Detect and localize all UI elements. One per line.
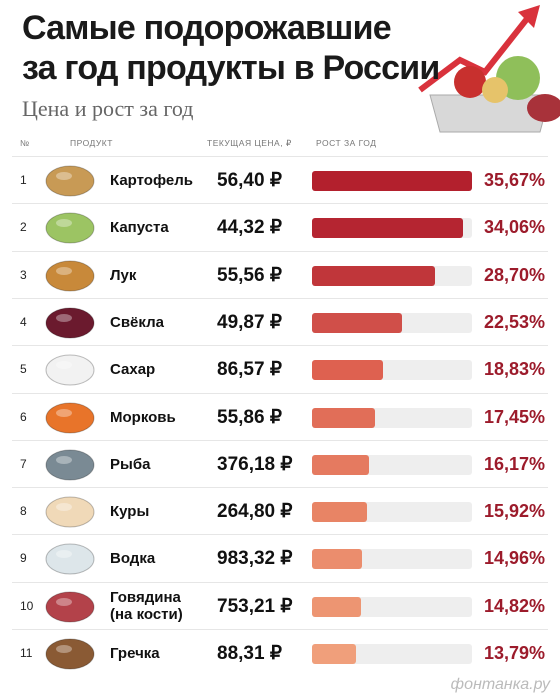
price: 88,31 ₽ <box>217 643 282 664</box>
rank: 6 <box>20 409 27 424</box>
product-icon <box>45 496 95 528</box>
bar <box>312 360 383 381</box>
product-name: Гречка <box>110 645 160 662</box>
product-name: Лук <box>110 266 137 284</box>
column-header: № <box>20 138 30 148</box>
value-label: 15,92% <box>484 501 546 522</box>
bar <box>312 502 368 523</box>
price: 55,56 ₽ <box>217 264 282 286</box>
table-row: 2 Капуста 44,32 ₽ 34,06% <box>12 203 548 251</box>
price: 983,32 ₽ <box>217 548 293 570</box>
value-label: 18,83% <box>484 359 546 380</box>
product-name: Говядина (на кости) <box>110 589 183 624</box>
price: 44,32 ₽ <box>217 217 282 239</box>
product-icon <box>45 354 95 386</box>
bar <box>312 454 369 475</box>
rank: 9 <box>20 551 27 566</box>
product-icon <box>45 449 95 481</box>
value-label: 14,82% <box>484 595 546 616</box>
product-name: Сахар <box>110 361 156 379</box>
column-header: ТЕКУЩАЯ ЦЕНА, ₽ <box>207 138 292 148</box>
decoration <box>418 5 560 133</box>
rank: 11 <box>20 646 33 660</box>
price: 56,40 ₽ <box>217 170 282 191</box>
table-row: 11 Гречка 88,31 ₽ 13,79% <box>12 629 548 677</box>
table-row: 4 Свёкла 49,87 ₽ 22,53% <box>12 297 548 346</box>
product-icon <box>45 212 95 244</box>
price: 264,80 ₽ <box>217 501 293 523</box>
bar <box>312 312 403 333</box>
column-header: ПРОДУКТ <box>70 138 113 148</box>
product-icon <box>45 543 95 575</box>
bar <box>312 171 472 191</box>
subtitle: Цена и рост за год <box>22 96 194 121</box>
value-label: 28,70% <box>484 264 546 285</box>
price: 753,21 ₽ <box>217 595 293 617</box>
table-row: 10 Говядина (на кости) 753,21 ₽ 14,82% <box>12 581 548 630</box>
product-name: Морковь <box>110 408 176 426</box>
table-row: 7 Рыба 376,18 ₽ 16,17% <box>12 439 548 488</box>
rank: 10 <box>20 598 34 613</box>
rank: 2 <box>20 220 27 235</box>
bar <box>312 218 464 239</box>
product-name: Рыба <box>110 455 151 473</box>
product-icon <box>45 165 95 197</box>
table-row: 5 Сахар 86,57 ₽ 18,83% <box>12 345 548 393</box>
product-name: Водка <box>110 550 156 568</box>
bar <box>312 265 436 286</box>
price: 376,18 ₽ <box>217 453 293 475</box>
price: 49,87 ₽ <box>217 311 282 333</box>
rank: 3 <box>20 267 27 282</box>
rank: 7 <box>20 456 27 471</box>
product-icon <box>45 260 95 292</box>
product-name: Свёкла <box>110 313 164 331</box>
table-row: 9 Водка 983,32 ₽ 14,96% <box>12 534 548 582</box>
table-row: 3 Лук 55,56 ₽ 28,70% <box>12 250 548 299</box>
bar <box>312 549 363 570</box>
value-label: 22,53% <box>484 311 546 332</box>
rank: 4 <box>20 314 27 329</box>
product-icon <box>45 307 95 339</box>
table-row: 6 Морковь 55,86 ₽ 17,45% <box>12 392 548 441</box>
rank: 8 <box>20 504 27 519</box>
value-label: 17,45% <box>484 406 546 427</box>
value-label: 13,79% <box>484 643 546 663</box>
price: 86,57 ₽ <box>217 359 282 381</box>
watermark: фонтанка.ру <box>450 676 550 693</box>
title: Самые подорожавшие за год продукты в Рос… <box>22 9 440 87</box>
bar <box>312 644 356 664</box>
value-label: 35,67% <box>484 170 546 190</box>
product-icon <box>45 591 95 623</box>
price: 55,86 ₽ <box>217 406 282 428</box>
table-row: 1 Картофель 56,40 ₽ 35,67% <box>12 156 548 204</box>
value-label: 14,96% <box>484 548 546 569</box>
value-label: 16,17% <box>484 453 546 474</box>
column-header: РОСТ ЗА ГОД <box>316 138 377 148</box>
value-label: 34,06% <box>484 217 546 238</box>
rank: 5 <box>20 362 27 377</box>
product-name: Куры <box>110 503 150 521</box>
rank: 1 <box>20 173 27 187</box>
product-name: Капуста <box>110 219 169 237</box>
table-row: 8 Куры 264,80 ₽ 15,92% <box>12 487 548 535</box>
product-name: Картофель <box>110 172 193 189</box>
product-icon <box>45 402 95 433</box>
bar <box>312 407 376 428</box>
product-icon <box>45 638 95 670</box>
bar <box>312 596 362 617</box>
